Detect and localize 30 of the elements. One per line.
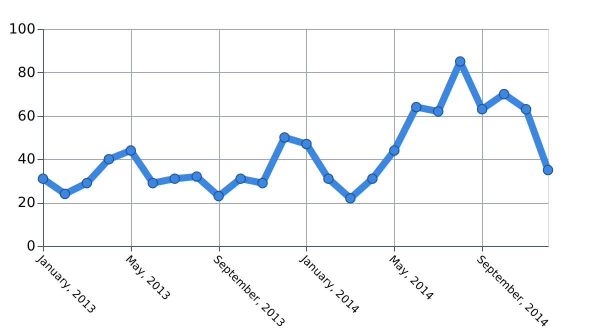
point xyxy=(301,138,312,150)
point xyxy=(323,173,334,184)
point xyxy=(126,145,136,156)
point xyxy=(432,106,444,117)
y-tick-label: 20 xyxy=(18,195,36,212)
y-tick-label: 0 xyxy=(26,238,36,254)
y-tick-label: 100 xyxy=(8,22,36,38)
point xyxy=(257,178,268,188)
point xyxy=(235,173,246,184)
point xyxy=(82,178,92,188)
point xyxy=(104,154,114,164)
point xyxy=(279,132,290,143)
point xyxy=(213,190,224,202)
point xyxy=(454,56,466,67)
point xyxy=(60,188,70,200)
point xyxy=(191,171,202,182)
point xyxy=(520,104,532,115)
point xyxy=(476,104,488,115)
y-tick-label: 60 xyxy=(18,108,36,124)
point xyxy=(169,173,180,184)
point xyxy=(148,178,158,188)
point xyxy=(367,173,378,184)
point xyxy=(542,164,554,176)
point xyxy=(411,102,422,112)
y-tick-label: 40 xyxy=(18,152,36,168)
point xyxy=(38,173,48,184)
point xyxy=(389,145,400,156)
y-tick-label: 80 xyxy=(18,64,36,81)
point xyxy=(498,88,510,100)
point xyxy=(345,193,356,204)
